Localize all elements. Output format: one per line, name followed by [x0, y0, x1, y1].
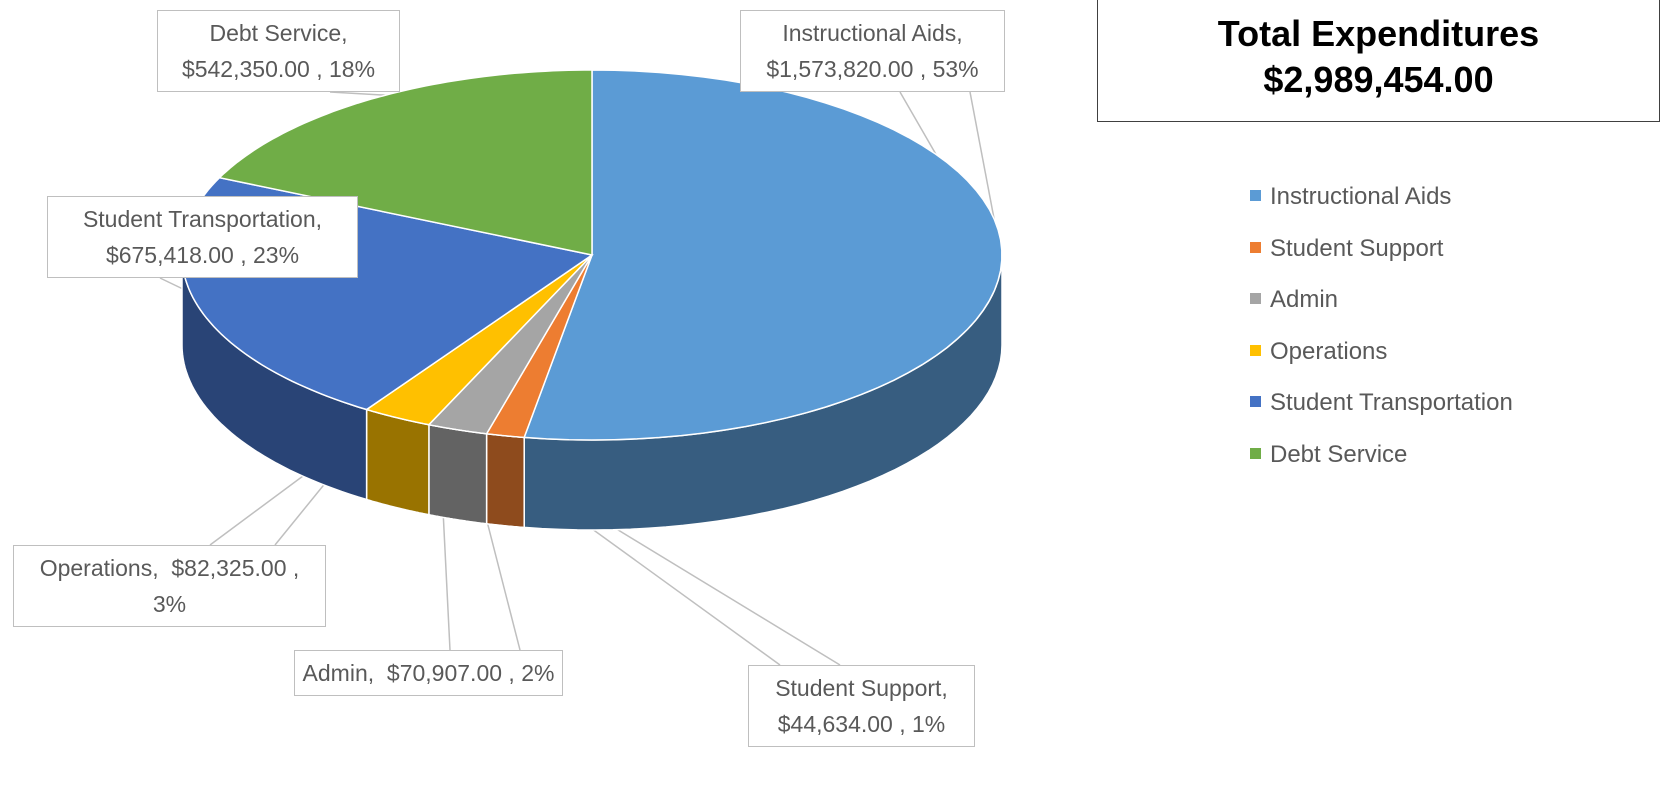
data-label: Student Support, $44,634.00 , 1% [748, 665, 975, 747]
slice-side [365, 408, 430, 516]
legend-label: Operations [1270, 337, 1388, 365]
legend-swatch [1250, 190, 1261, 201]
legend-item: Admin [1250, 285, 1338, 315]
data-label: Operations, $82,325.00 , 3% [13, 545, 326, 627]
data-label: Admin, $70,907.00 , 2% [294, 650, 563, 696]
total-value: $2,989,454.00 [1263, 59, 1494, 100]
legend-label: Debt Service [1270, 440, 1408, 468]
slice [364, 254, 593, 426]
legend-swatch [1250, 241, 1261, 253]
data-label: Debt Service, $542,350.00 , 18% [157, 10, 400, 92]
slice [427, 254, 593, 435]
slice-side [485, 432, 525, 529]
legend-label: Admin [1270, 286, 1339, 313]
data-label: Student Transportation, $675,418.00 , 23… [47, 196, 358, 278]
legend-swatch [1250, 293, 1261, 304]
legend-item: Debt Service [1250, 440, 1407, 470]
legend-swatch [1250, 447, 1261, 459]
slice [217, 69, 593, 256]
legend-item: Student Transportation [1250, 388, 1513, 418]
legend-item: Instructional Aids [1250, 182, 1451, 212]
side-walls [181, 254, 1003, 531]
slice [523, 69, 1003, 441]
legend-item: Student Support [1250, 234, 1443, 264]
legend-label: Student Support [1270, 234, 1444, 262]
total-box: Total Expenditures $2,989,454.00 [1097, 0, 1660, 122]
legend-swatch [1250, 344, 1261, 356]
legend-label: Instructional Aids [1270, 183, 1452, 210]
legend-label: Student Transportation [1270, 389, 1513, 416]
slice-side [428, 423, 488, 525]
data-label: Instructional Aids, $1,573,820.00 , 53% [740, 10, 1005, 92]
legend-item: Operations [1250, 337, 1387, 367]
total-title: Total Expenditures [1217, 13, 1540, 54]
legend-swatch [1250, 396, 1261, 407]
leader-line [159, 277, 186, 291]
